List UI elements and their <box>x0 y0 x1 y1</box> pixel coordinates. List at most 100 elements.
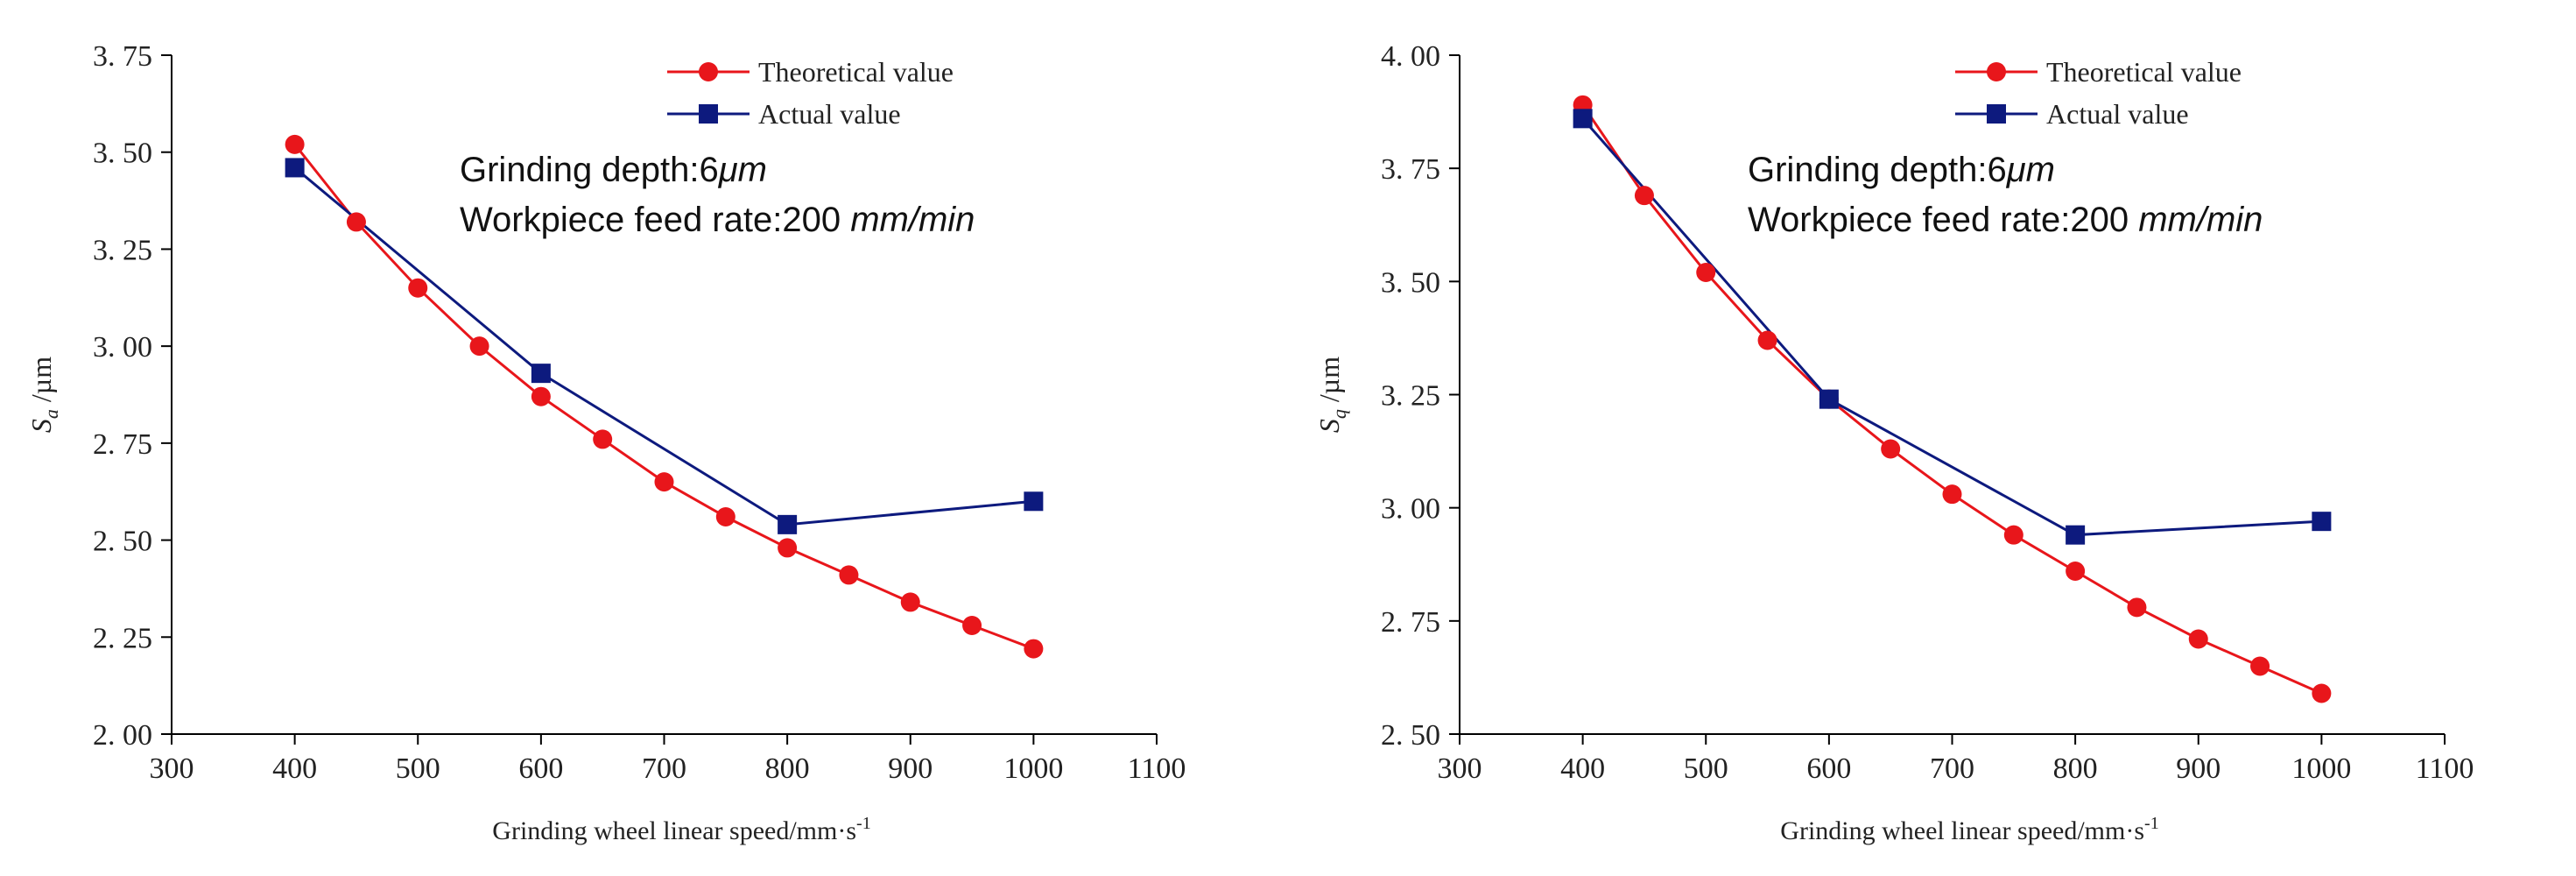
data-point-actual <box>1024 491 1044 512</box>
y-axis-label-subscript: a <box>40 409 62 419</box>
legend-marker-square <box>699 104 718 124</box>
y-tick-label: 2. 75 <box>1381 606 1440 639</box>
y-tick-label: 2. 50 <box>1381 719 1440 752</box>
data-point-theoretical <box>962 616 982 635</box>
data-point-actual <box>1819 389 1839 409</box>
y-axis-label-unit: /µm <box>1313 357 1345 409</box>
x-axis-label: Grinding wheel linear speed/mm·s-1 <box>1780 814 2158 845</box>
data-point-theoretical <box>2066 562 2086 581</box>
legend-marker-circle <box>699 62 718 81</box>
y-tick-label: 3. 75 <box>93 40 152 73</box>
y-tick-label: 3. 50 <box>93 138 152 170</box>
data-point-theoretical <box>469 336 489 357</box>
y-tick-label: 2. 75 <box>93 428 152 461</box>
x-tick-label: 900 <box>2176 752 2221 785</box>
y-tick-label: 2. 50 <box>93 526 152 558</box>
data-point-theoretical <box>2003 525 2023 545</box>
annotation-grinding-depth-text: Grinding depth:6 <box>1748 151 2007 189</box>
annotation-feed-rate-text: Workpiece feed rate:200 <box>460 201 850 239</box>
y-tick-label: 4. 00 <box>1381 40 1440 73</box>
x-tick-label: 300 <box>1438 752 1482 785</box>
x-tick-label: 900 <box>888 752 933 785</box>
annotation-grinding-depth-unit: μm <box>718 151 767 189</box>
y-axis-label-subscript: q <box>1328 409 1350 419</box>
x-axis-label-text: Grinding wheel linear speed/mm·s <box>1780 816 2144 845</box>
data-point-theoretical <box>1757 330 1777 350</box>
annotation-feed-rate-text: Workpiece feed rate:200 <box>1748 201 2138 239</box>
data-point-theoretical <box>1881 439 1901 459</box>
annotation-feed-rate-unit: mm/min <box>850 201 975 239</box>
x-tick-label: 600 <box>518 752 563 785</box>
annotation-grinding-depth: Grinding depth:6μm <box>460 151 767 189</box>
data-point-actual <box>2066 525 2086 545</box>
annotation-feed-rate: Workpiece feed rate:200 mm/min <box>460 201 975 239</box>
x-tick-label: 500 <box>1684 752 1728 785</box>
y-tick-label: 2. 00 <box>93 719 152 752</box>
x-tick-label: 700 <box>642 752 686 785</box>
data-point-theoretical <box>531 386 551 406</box>
x-tick-label: 1000 <box>2291 752 2351 785</box>
legend-label: Theoretical value <box>758 56 954 88</box>
x-tick-label: 500 <box>396 752 440 785</box>
series-line-actual <box>1581 117 2322 537</box>
x-tick-label: 1000 <box>1003 752 1063 785</box>
data-point-theoretical <box>346 212 366 232</box>
legend-marker-circle <box>1987 62 2006 81</box>
y-tick-label: 2. 25 <box>93 622 152 654</box>
annotation-feed-rate-unit: mm/min <box>2138 201 2263 239</box>
x-tick-label: 1100 <box>1128 752 1186 785</box>
y-tick-label: 3. 75 <box>1381 153 1440 186</box>
x-axis-label-superscript: -1 <box>856 814 871 833</box>
data-point-theoretical <box>1942 484 1962 505</box>
y-axis-label: Sa /µm <box>25 357 62 433</box>
data-point-theoretical <box>593 429 613 449</box>
legend-marker-square <box>1987 104 2006 124</box>
data-point-theoretical <box>2127 597 2147 618</box>
data-point-actual <box>285 158 305 178</box>
data-point-theoretical <box>2250 656 2270 676</box>
x-tick-label: 1100 <box>2416 752 2474 785</box>
chart-right: 2. 50 2. 75 3. 00 3. 25 3. 50 3. 75 4. 00 300 40… <box>1313 40 2474 845</box>
annotation-grinding-depth-text: Grinding depth:6 <box>460 151 719 189</box>
data-point-theoretical <box>1696 263 1716 282</box>
x-axis-label-text: Grinding wheel linear speed/mm·s <box>492 816 856 845</box>
data-point-theoretical <box>839 565 859 585</box>
series-line-actual <box>293 166 1034 526</box>
annotation-grinding-depth-unit: μm <box>2006 151 2055 189</box>
y-axis-label: Sq /µm <box>1313 357 1350 433</box>
y-tick-label: 3. 25 <box>93 234 152 266</box>
data-point-theoretical <box>778 538 798 558</box>
data-point-theoretical <box>715 507 735 526</box>
x-axis-label: Grinding wheel linear speed/mm·s-1 <box>492 814 870 845</box>
data-point-theoretical <box>1634 186 1654 206</box>
x-tick-label: 800 <box>2053 752 2098 785</box>
data-point-actual <box>2312 512 2332 532</box>
legend-label: Actual value <box>758 98 901 130</box>
y-axis-label-symbol: S <box>25 419 57 433</box>
x-tick-label: 300 <box>150 752 194 785</box>
annotation-grinding-depth: Grinding depth:6μm <box>1748 151 2055 189</box>
x-tick-label: 400 <box>1560 752 1605 785</box>
data-point-actual <box>531 364 551 384</box>
x-tick-label: 700 <box>1930 752 1974 785</box>
data-point-actual <box>778 514 798 534</box>
data-point-theoretical <box>408 278 428 298</box>
y-axis-label-unit: /µm <box>25 357 57 409</box>
data-point-theoretical <box>900 592 920 612</box>
y-tick-label: 3. 25 <box>1381 380 1440 413</box>
x-tick-label: 800 <box>765 752 810 785</box>
legend-label: Actual value <box>2046 98 2189 130</box>
x-tick-label: 400 <box>272 752 317 785</box>
data-point-theoretical <box>2188 629 2208 649</box>
y-tick-label: 3. 00 <box>93 331 152 364</box>
chart-left: 2. 00 2. 25 2. 50 2. 75 3. 00 3. 25 3. 50 3. 75… <box>25 40 1186 845</box>
series-line-theoretical <box>1581 103 2322 695</box>
y-axis-label-symbol: S <box>1313 419 1345 433</box>
data-point-theoretical <box>1024 639 1044 659</box>
data-point-theoretical <box>654 472 674 492</box>
data-point-theoretical <box>285 134 305 154</box>
y-tick-label: 3. 00 <box>1381 493 1440 526</box>
data-point-theoretical <box>2312 683 2332 703</box>
legend-label: Theoretical value <box>2046 56 2242 88</box>
data-point-actual <box>1573 109 1593 129</box>
